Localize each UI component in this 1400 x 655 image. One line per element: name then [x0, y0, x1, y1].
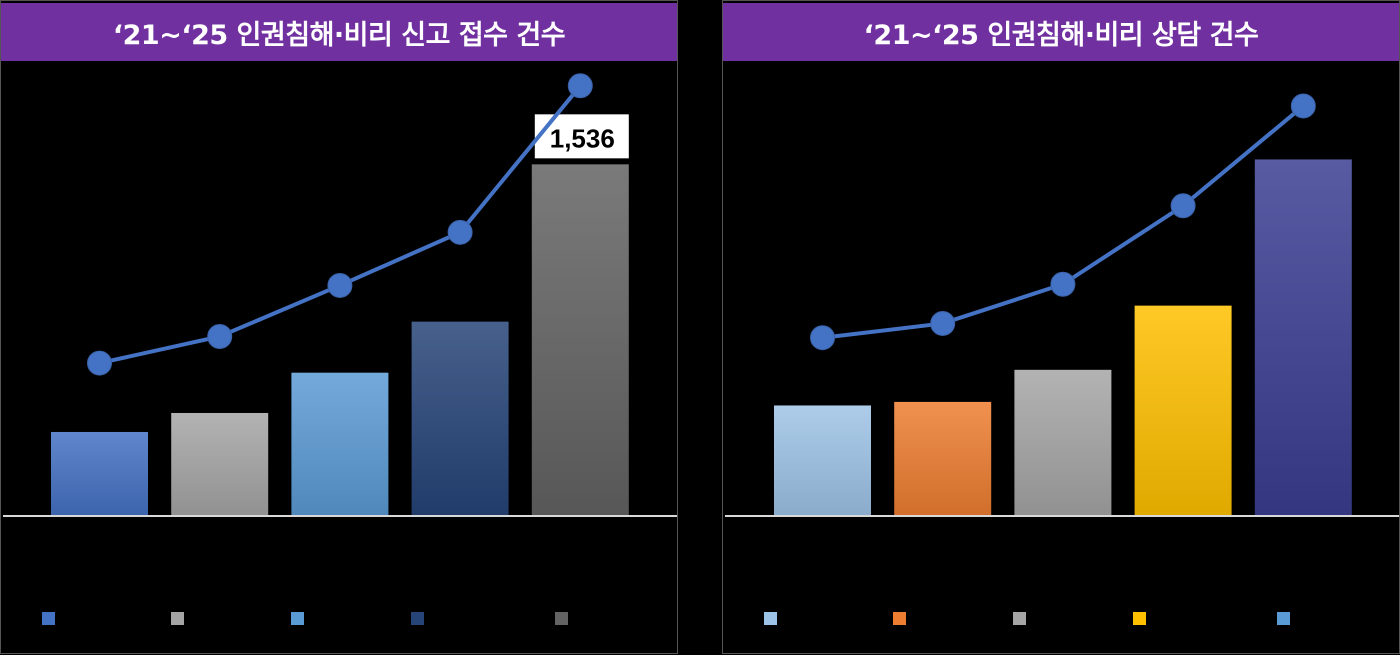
- legend-swatch-4: [1133, 612, 1146, 625]
- report-count-chart-panel: ‘21~‘25 인권침해·비리 신고 접수 건수 1,536: [0, 0, 678, 654]
- legend-swatch-1: [764, 612, 777, 625]
- trend-line: [822, 104, 1305, 340]
- chart-title: ‘21~‘25 인권침해·비리 상담 건수: [723, 3, 1399, 61]
- legend-swatch-1: [42, 612, 55, 625]
- bar-4: [411, 321, 509, 516]
- data-label-text: 1,536: [550, 123, 615, 153]
- line-point-5: [1290, 93, 1316, 119]
- chart-title: ‘21~‘25 인권침해·비리 신고 접수 건수: [1, 3, 677, 61]
- chart-svg: [725, 93, 1399, 625]
- bar-2: [171, 412, 269, 516]
- consultation-count-chart-panel: ‘21~‘25 인권침해·비리 상담 건수: [722, 0, 1400, 654]
- bar-4: [1134, 305, 1232, 516]
- legend-swatch-3: [291, 612, 304, 625]
- legend-swatch-5: [555, 612, 568, 625]
- line-point-4: [447, 219, 473, 245]
- bar-1: [774, 405, 871, 516]
- line-point-3: [327, 272, 353, 298]
- legend-swatch-3: [1013, 612, 1026, 625]
- line-point-1: [810, 325, 835, 351]
- bar-2: [894, 401, 992, 516]
- bar-3: [291, 372, 389, 516]
- line-point-2: [207, 324, 233, 350]
- legend-swatch-4: [411, 612, 424, 625]
- chart-svg: 1,536: [3, 73, 677, 625]
- trend-line: [99, 84, 582, 366]
- line-point-2: [930, 310, 956, 336]
- line-point-1: [87, 350, 112, 376]
- bar-5: [1254, 159, 1352, 516]
- line-point-3: [1050, 271, 1076, 297]
- bar-1: [51, 431, 148, 516]
- legend-swatch-2: [171, 612, 184, 625]
- bar-5: [531, 164, 629, 516]
- bar-3: [1014, 369, 1112, 516]
- line-point-4: [1170, 193, 1196, 219]
- legend-swatch-2: [893, 612, 906, 625]
- line-point-5: [567, 73, 593, 99]
- legend-swatch-5: [1277, 612, 1290, 625]
